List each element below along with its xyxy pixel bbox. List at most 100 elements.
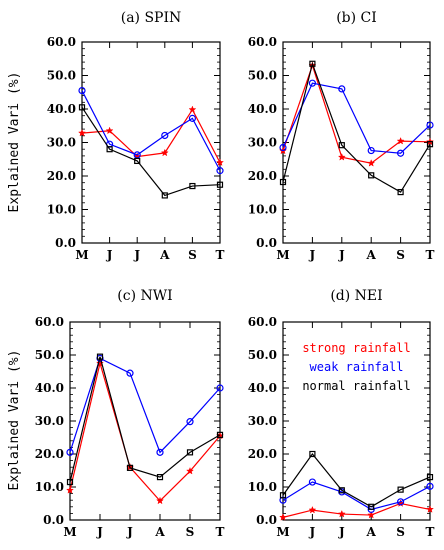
- y-tick-label: 30.0: [248, 414, 277, 428]
- data-point: [105, 126, 114, 135]
- series-line: [81, 108, 221, 163]
- series-strong-rainfall: [65, 359, 225, 505]
- data-point: [188, 105, 197, 114]
- data-point: [309, 450, 316, 458]
- y-tick-label: 20.0: [248, 447, 277, 461]
- series-normal-rainfall: [279, 450, 434, 510]
- data-point: [77, 128, 87, 137]
- plot-frame: [81, 41, 221, 244]
- data-point: [279, 492, 287, 499]
- data-point: [338, 487, 345, 494]
- data-point: [397, 188, 404, 196]
- x-tick-label: A: [366, 248, 377, 262]
- data-point: [134, 157, 141, 165]
- x-tick-label: S: [396, 525, 405, 539]
- data-point: [425, 505, 435, 513]
- data-point: [156, 474, 164, 481]
- panel-4: (d) NEI 0.0 10.0 20.0 30.0 40.0 50.0 60.0 M J J A S T…: [248, 288, 435, 539]
- data-point: [308, 505, 317, 514]
- data-point: [397, 149, 405, 157]
- series-line: [69, 356, 221, 483]
- y-tick-label: 40.0: [47, 102, 76, 116]
- legend: strong rainfall weak rainfall normal rainf…: [302, 341, 410, 393]
- y-tick-label: 20.0: [47, 169, 76, 183]
- series-weak-rainfall: [279, 79, 434, 157]
- x-tick-label: J: [126, 525, 133, 539]
- data-point: [338, 85, 346, 93]
- series-line: [69, 357, 221, 454]
- x-tick-label: J: [96, 525, 103, 539]
- data-point: [160, 148, 169, 157]
- series-line: [282, 481, 431, 511]
- data-point: [95, 359, 105, 367]
- x-tick-label: T: [426, 248, 435, 262]
- series-line: [282, 82, 431, 154]
- y-tick-label: 10.0: [47, 203, 76, 217]
- x-tick-label: T: [426, 525, 435, 539]
- legend-item-weak-rainfall: weak rainfall: [310, 360, 404, 374]
- x-tick-label: T: [216, 525, 225, 539]
- data-point: [215, 158, 225, 167]
- y-tick-label: 20.0: [248, 169, 277, 183]
- data-point: [279, 143, 287, 152]
- panel-title: (b) CI: [336, 10, 377, 26]
- series-line: [282, 453, 431, 508]
- data-point: [189, 182, 196, 190]
- y-tick-label: 50.0: [47, 69, 76, 83]
- y-tick-label: 10.0: [248, 203, 277, 217]
- data-point: [126, 464, 134, 471]
- data-point: [426, 121, 434, 129]
- data-point: [337, 153, 346, 161]
- data-point: [106, 146, 113, 153]
- data-point: [156, 448, 164, 456]
- y-tick-label: 10.0: [248, 480, 277, 494]
- data-point: [66, 478, 74, 486]
- y-tick-label: 0.0: [55, 236, 76, 250]
- y-tick-label: 30.0: [35, 414, 64, 428]
- data-point: [188, 114, 196, 122]
- series-line: [282, 61, 431, 193]
- data-point: [368, 172, 375, 179]
- data-point: [155, 496, 165, 505]
- series-strong-rainfall: [278, 61, 435, 167]
- data-point: [66, 448, 74, 456]
- y-tick-label: 30.0: [248, 136, 277, 150]
- x-tick-label: J: [309, 525, 316, 539]
- x-tick-label: T: [216, 248, 225, 262]
- data-point: [216, 384, 224, 392]
- data-point: [367, 146, 375, 155]
- series-weak-rainfall: [279, 478, 434, 514]
- panel-1: (a) SPIN 0.0 10.0 20.0 30.0 40.0 50.0 60.0 M J J A S…: [47, 10, 225, 262]
- data-point: [78, 104, 86, 111]
- x-tick-label: A: [159, 248, 170, 262]
- data-point: [367, 159, 376, 167]
- panel-title: (a) SPIN: [121, 10, 182, 26]
- data-point: [278, 513, 288, 521]
- data-point: [368, 503, 375, 510]
- data-point: [426, 482, 434, 490]
- data-point: [337, 509, 346, 518]
- x-tick-label: J: [133, 248, 140, 262]
- x-tick-label: S: [396, 248, 405, 262]
- x-tick-label: A: [154, 525, 165, 539]
- data-point: [308, 478, 316, 486]
- data-point: [397, 486, 404, 493]
- plot-frame: [69, 321, 221, 521]
- y-axis-label-bottom: Explained Vari (%): [7, 350, 22, 491]
- panel-2: (b) CI 0.0 10.0 20.0 30.0 40.0 50.0 60.0 M J J A S T: [248, 10, 435, 262]
- y-tick-label: 50.0: [248, 69, 277, 83]
- data-point: [397, 498, 405, 506]
- panel-title: (d) NEI: [330, 288, 382, 304]
- data-point: [426, 141, 434, 148]
- data-point: [161, 131, 169, 140]
- x-tick-label: S: [186, 525, 195, 539]
- data-point: [338, 142, 345, 149]
- data-point: [185, 466, 195, 475]
- data-point: [426, 474, 434, 481]
- data-point: [309, 60, 316, 67]
- legend-item-strong-rainfall: strong rainfall: [302, 341, 410, 355]
- y-tick-label: 0.0: [256, 236, 277, 250]
- series-weak-rainfall: [78, 86, 224, 175]
- series-line: [282, 63, 431, 164]
